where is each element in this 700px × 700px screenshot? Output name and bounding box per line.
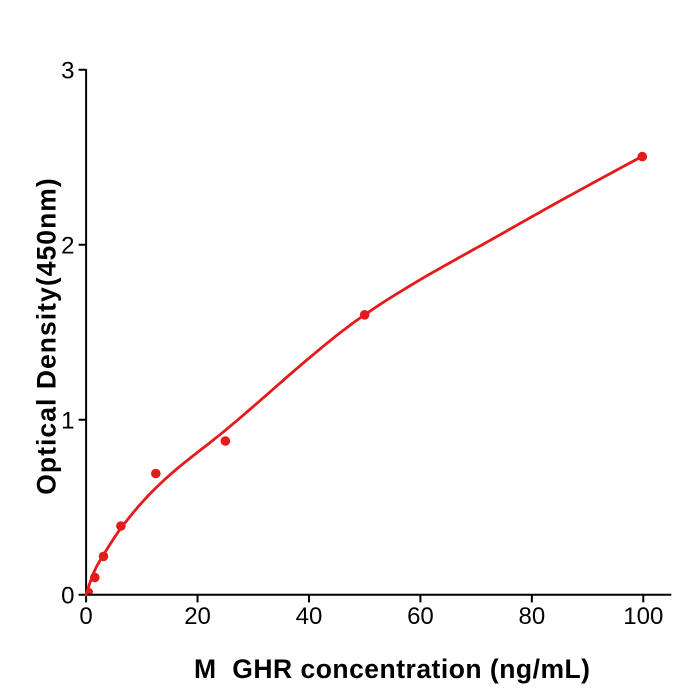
svg-text:Optical Density(450nm): Optical Density(450nm)	[32, 178, 62, 495]
svg-text:60: 60	[407, 603, 434, 630]
svg-text:100: 100	[623, 603, 663, 630]
svg-text:M GHR concentration (ng/mL): M GHR concentration (ng/mL)	[194, 654, 590, 684]
svg-text:0: 0	[79, 603, 92, 630]
svg-text:40: 40	[296, 603, 323, 630]
svg-text:3: 3	[61, 58, 74, 85]
svg-text:0: 0	[61, 583, 74, 610]
svg-text:20: 20	[184, 603, 211, 630]
svg-text:80: 80	[519, 603, 546, 630]
svg-text:2: 2	[61, 233, 74, 260]
svg-text:1: 1	[61, 408, 74, 435]
